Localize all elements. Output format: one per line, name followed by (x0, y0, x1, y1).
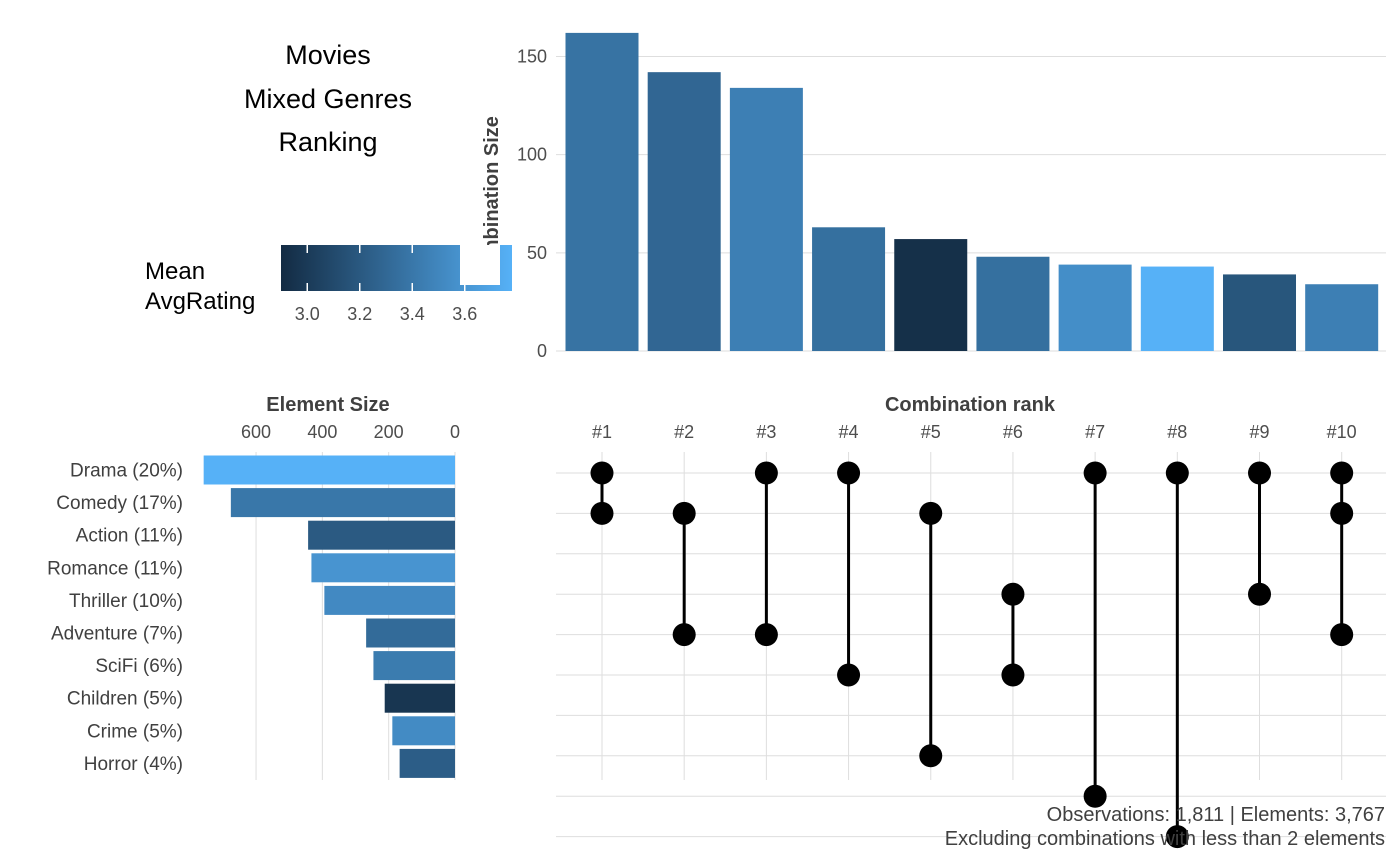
left-chart-xlabel: Element Size (266, 394, 389, 416)
top-chart-ylabel: Combination Size (481, 116, 503, 284)
matrix-dot (837, 461, 861, 485)
top-bar-10 (1305, 284, 1379, 351)
matrix-column-label: #4 (839, 422, 859, 442)
ylabel-clip-mask (460, 245, 500, 285)
left-chart-category-labels: Drama (20%) Comedy (17%) Action (11%) Roman… (47, 461, 183, 775)
top-y-tick-label: 150 (517, 46, 547, 66)
matrix-dot (1248, 582, 1272, 606)
left-bar-3 (308, 520, 455, 550)
left-x-tick-label: 0 (450, 422, 460, 442)
left-bar-7 (373, 651, 455, 681)
top-y-tick-label: 50 (527, 243, 547, 263)
matrix-dot (590, 501, 614, 525)
left-category-label: Thriller (10%) (69, 591, 183, 612)
matrix-dot (672, 623, 696, 647)
left-chart-bars (203, 455, 455, 778)
matrix-column-label: #6 (1003, 422, 1023, 442)
legend-ticks: 3.0 3.2 3.4 3.6 (295, 245, 477, 324)
matrix-dot (1083, 461, 1107, 485)
matrix-dot (919, 744, 943, 768)
legend-tick-label: 3.6 (452, 304, 477, 324)
caption-line-1: Observations: 1,811 | Elements: 3,767 (1047, 804, 1385, 826)
top-y-tick-label: 100 (517, 145, 547, 165)
top-bar-7 (1058, 264, 1132, 351)
left-x-tick-label: 600 (241, 422, 271, 442)
matrix-dots (590, 461, 1354, 849)
left-category-label: Adventure (7%) (51, 624, 183, 645)
matrix-dot (1248, 461, 1272, 485)
matrix-column-labels: #1 #2 #3 #4 #5 #6 #7 #8 #9 #10 (592, 422, 1357, 442)
matrix-dot (1165, 825, 1189, 849)
matrix-column-label: #7 (1085, 422, 1105, 442)
left-category-label: Crime (5%) (87, 721, 183, 742)
left-category-label: Comedy (17%) (56, 493, 183, 514)
left-category-label: Action (11%) (76, 526, 183, 547)
top-bar-8 (1140, 266, 1214, 351)
matrix-dot (1165, 461, 1189, 485)
matrix-dot (1330, 623, 1354, 647)
title-line-3: Ranking (278, 127, 377, 157)
top-y-tick-label: 0 (537, 341, 547, 361)
legend-title-line-1: Mean (145, 258, 205, 285)
matrix-dot (590, 461, 614, 485)
left-bar-4 (311, 553, 455, 583)
matrix-dot (754, 461, 778, 485)
left-bar-6 (366, 618, 455, 648)
matrix-column-label: #8 (1167, 422, 1187, 442)
left-bar-5 (324, 585, 455, 615)
left-bar-9 (392, 716, 455, 746)
legend-tick-label: 3.4 (400, 304, 425, 324)
matrix-dot (754, 623, 778, 647)
top-bar-5 (894, 239, 968, 351)
matrix-dot (1330, 501, 1354, 525)
top-bar-3 (729, 87, 803, 351)
matrix-column-label: #5 (921, 422, 941, 442)
combination-matrix: Combination rank #1 #2 #3 #4 #5 #6 #7 #8 #9 #10 (556, 394, 1386, 849)
left-category-label: Horror (4%) (84, 754, 183, 775)
matrix-dot (1001, 663, 1025, 687)
left-category-label: Children (5%) (67, 689, 183, 710)
top-bar-4 (812, 227, 886, 351)
legend-tick-label: 3.0 (295, 304, 320, 324)
title-line-1: Movies (285, 40, 371, 70)
left-category-label: Romance (11%) (47, 558, 183, 579)
color-legend: Mean AvgRating 3.0 3.2 3.4 3.6 (145, 245, 512, 324)
matrix-xlabel: Combination rank (885, 394, 1056, 416)
left-category-label: Drama (20%) (70, 461, 183, 482)
matrix-dot (1330, 461, 1354, 485)
matrix-dot (919, 501, 943, 525)
left-x-tick-label: 400 (307, 422, 337, 442)
matrix-column-label: #2 (674, 422, 694, 442)
matrix-column-label: #3 (756, 422, 776, 442)
matrix-column-label: #9 (1249, 422, 1269, 442)
top-bar-2 (647, 72, 721, 351)
caption-line-2: Excluding combinations with less than 2 … (945, 828, 1385, 850)
left-bar-2 (230, 488, 455, 518)
left-bar-8 (384, 683, 455, 713)
top-bar-6 (976, 256, 1050, 351)
left-chart-x-ticks: 600 400 200 0 (241, 422, 460, 442)
matrix-dot (1001, 582, 1025, 606)
title-line-2: Mixed Genres (244, 84, 412, 114)
combination-size-chart: 0 50 100 150 (517, 32, 1386, 361)
element-size-chart: Element Size 600 400 200 0 Drama (20%) Comed… (47, 394, 460, 780)
left-bar-1 (203, 455, 455, 485)
matrix-dot (672, 501, 696, 525)
legend-title-line-2: AvgRating (145, 288, 255, 315)
matrix-dot (837, 663, 861, 687)
matrix-column-label: #10 (1327, 422, 1357, 442)
top-chart-bars (565, 32, 1379, 352)
matrix-links (600, 473, 1344, 837)
top-chart-y-ticks: 0 50 100 150 (517, 46, 547, 361)
top-bar-9 (1223, 274, 1297, 351)
legend-tick-label: 3.2 (347, 304, 372, 324)
left-category-label: SciFi (6%) (95, 656, 183, 677)
matrix-column-label: #1 (592, 422, 612, 442)
left-x-tick-label: 200 (374, 422, 404, 442)
top-bar-1 (565, 32, 639, 352)
left-bar-10 (399, 748, 455, 778)
matrix-dot (1083, 784, 1107, 808)
